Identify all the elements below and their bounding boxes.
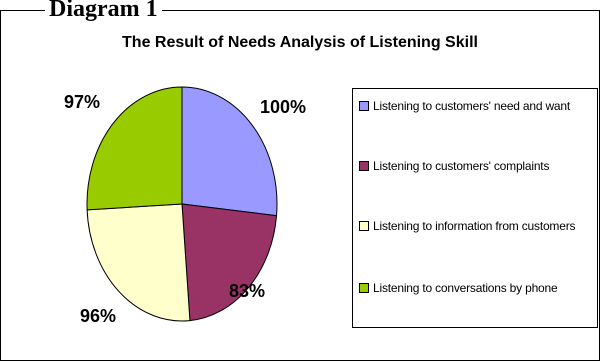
data-label-information: 96% xyxy=(80,306,116,326)
chart-title: The Result of Needs Analysis of Listenin… xyxy=(122,34,478,51)
legend-entry-phone: Listening to conversations by phone xyxy=(359,279,595,297)
diagram-label: Diagram 1 xyxy=(45,0,162,21)
legend-entry-complaints: Listening to customers' complaints xyxy=(359,157,595,175)
legend: Listening to customers' need and want Lis… xyxy=(352,88,598,328)
legend-swatch xyxy=(359,282,369,293)
legend-label: Listening to information from customers xyxy=(373,219,576,233)
data-label-need-and-want: 100% xyxy=(260,97,306,117)
pie-slice-need-and-want xyxy=(181,86,278,217)
legend-label: Listening to conversations by phone xyxy=(373,281,558,295)
legend-label: Listening to customers' need and want xyxy=(373,99,571,113)
data-label-phone: 97% xyxy=(64,92,100,112)
legend-swatch xyxy=(359,220,369,231)
legend-entry-information: Listening to information from customers xyxy=(359,217,595,235)
data-label-complaints: 83% xyxy=(229,281,265,301)
pie-slice-information xyxy=(86,203,191,322)
legend-swatch xyxy=(359,100,369,111)
pie-slice-phone xyxy=(86,86,183,211)
legend-swatch xyxy=(359,160,369,171)
legend-label: Listening to customers' complaints xyxy=(373,159,550,173)
pie-slice-complaints xyxy=(181,203,278,322)
legend-entry-need-and-want: Listening to customers' need and want xyxy=(359,97,595,115)
